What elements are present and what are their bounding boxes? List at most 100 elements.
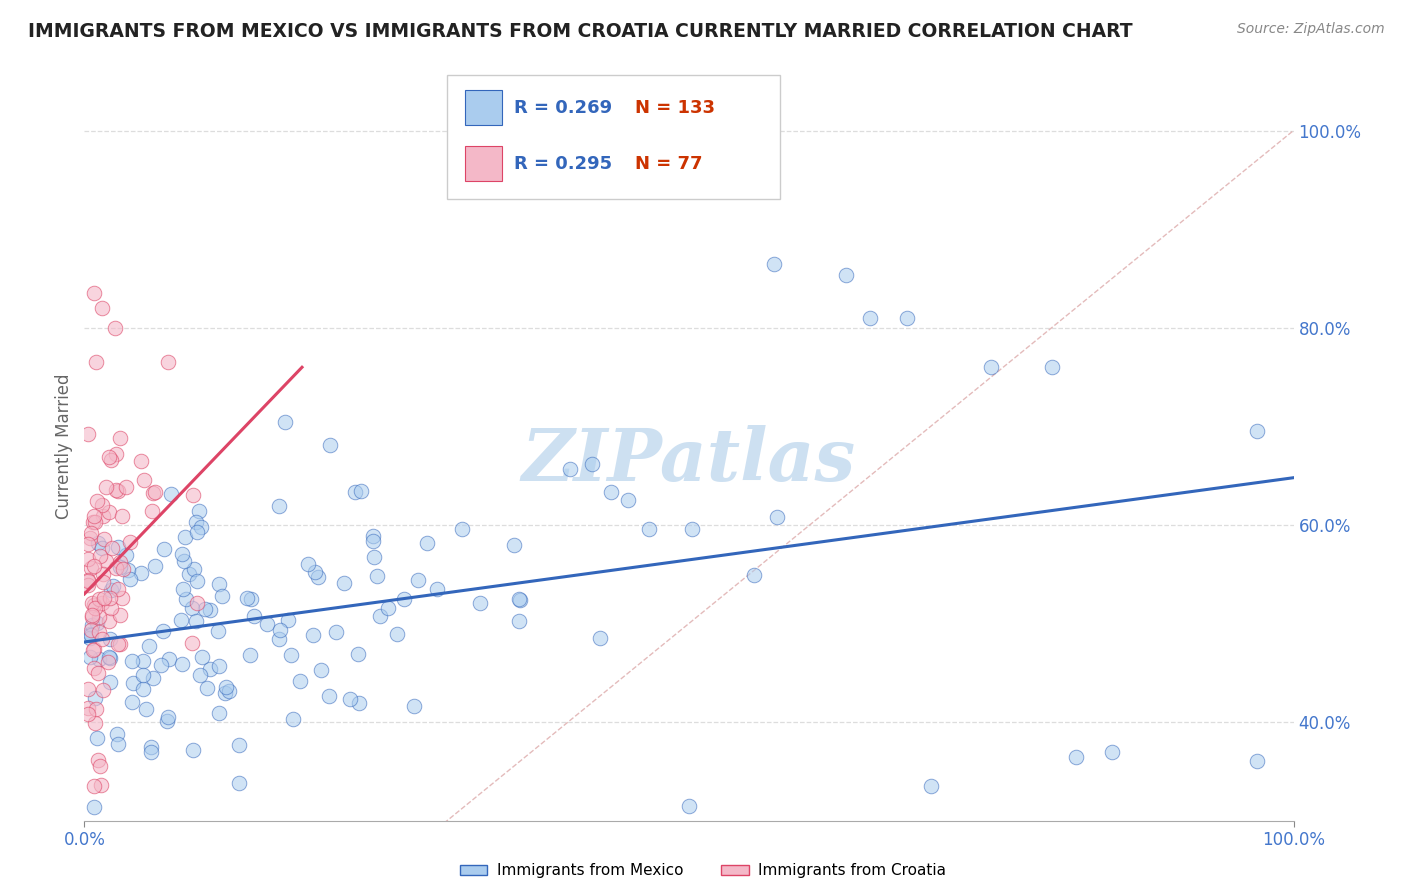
Text: ZIPatlas: ZIPatlas xyxy=(522,425,856,497)
Point xyxy=(208,706,231,721)
Point xyxy=(77,706,100,721)
Text: N = 133: N = 133 xyxy=(634,99,714,117)
Point xyxy=(198,662,221,676)
Point xyxy=(98,505,121,519)
Point xyxy=(218,684,240,698)
Point xyxy=(96,480,118,494)
Point xyxy=(385,627,408,641)
Point xyxy=(744,568,766,582)
Point xyxy=(84,516,107,530)
Point xyxy=(77,427,100,442)
Point xyxy=(186,574,208,589)
Point xyxy=(115,549,138,563)
Point xyxy=(149,658,172,673)
Point xyxy=(87,754,110,768)
Point xyxy=(105,727,128,741)
Point xyxy=(980,360,1002,375)
Point xyxy=(859,310,882,325)
Point xyxy=(173,554,195,568)
Point xyxy=(267,499,290,513)
Point xyxy=(90,498,112,512)
Point xyxy=(90,779,112,793)
Point xyxy=(105,560,128,574)
Point xyxy=(188,668,211,682)
Point xyxy=(141,739,163,754)
Point xyxy=(83,716,105,731)
Point xyxy=(269,623,291,637)
Point xyxy=(107,582,129,596)
Point xyxy=(191,650,214,665)
FancyBboxPatch shape xyxy=(465,90,502,125)
Point xyxy=(83,642,105,657)
Point xyxy=(920,779,942,793)
Point xyxy=(290,673,312,688)
Point xyxy=(141,745,163,759)
Point xyxy=(156,355,179,369)
Text: Source: ZipAtlas.com: Source: ZipAtlas.com xyxy=(1237,22,1385,37)
Point xyxy=(208,658,231,673)
Point xyxy=(215,680,238,694)
Point xyxy=(508,592,530,607)
Point xyxy=(135,702,157,716)
Point xyxy=(256,617,278,632)
Point xyxy=(86,494,108,508)
Point xyxy=(558,462,581,476)
Point xyxy=(79,628,101,642)
Point xyxy=(86,355,108,369)
Point xyxy=(93,567,115,582)
Point xyxy=(83,286,105,301)
Point xyxy=(83,598,105,612)
Point xyxy=(91,509,114,524)
Point xyxy=(228,738,250,752)
Point xyxy=(243,608,266,623)
Point xyxy=(678,798,700,813)
Point xyxy=(142,671,165,685)
Point xyxy=(83,558,105,573)
Point xyxy=(93,591,115,605)
FancyBboxPatch shape xyxy=(447,75,780,199)
Point xyxy=(80,525,103,540)
Point xyxy=(309,663,332,677)
Point xyxy=(93,533,115,547)
Point xyxy=(269,632,291,647)
Point xyxy=(84,702,107,716)
Point xyxy=(681,522,703,536)
Point xyxy=(120,535,142,549)
Point xyxy=(100,453,122,467)
Point xyxy=(363,534,385,549)
Point xyxy=(361,529,384,543)
Point xyxy=(145,559,167,574)
Point xyxy=(120,572,142,586)
Point xyxy=(87,651,110,665)
Point xyxy=(121,695,143,709)
Point xyxy=(377,601,399,615)
Point xyxy=(89,592,111,607)
Point xyxy=(90,596,112,610)
Point xyxy=(91,632,114,646)
Point xyxy=(170,613,193,627)
Point xyxy=(132,654,155,668)
Point xyxy=(108,431,131,445)
Point xyxy=(82,608,104,623)
Point xyxy=(174,530,197,544)
Point xyxy=(77,701,100,715)
Point xyxy=(307,570,329,584)
Point xyxy=(453,836,475,850)
Point xyxy=(77,574,100,588)
Point xyxy=(83,779,105,793)
Point xyxy=(107,540,129,554)
Point xyxy=(91,682,114,697)
Point xyxy=(105,447,128,461)
Point xyxy=(77,537,100,551)
Point xyxy=(100,583,122,598)
Point xyxy=(131,668,153,682)
Point xyxy=(214,686,236,700)
Point xyxy=(98,674,121,689)
Point xyxy=(129,454,152,468)
Point xyxy=(79,532,101,546)
Point xyxy=(141,504,163,518)
Point xyxy=(762,257,785,271)
Point xyxy=(89,759,111,773)
Y-axis label: Currently Married: Currently Married xyxy=(55,373,73,519)
Point xyxy=(228,776,250,790)
